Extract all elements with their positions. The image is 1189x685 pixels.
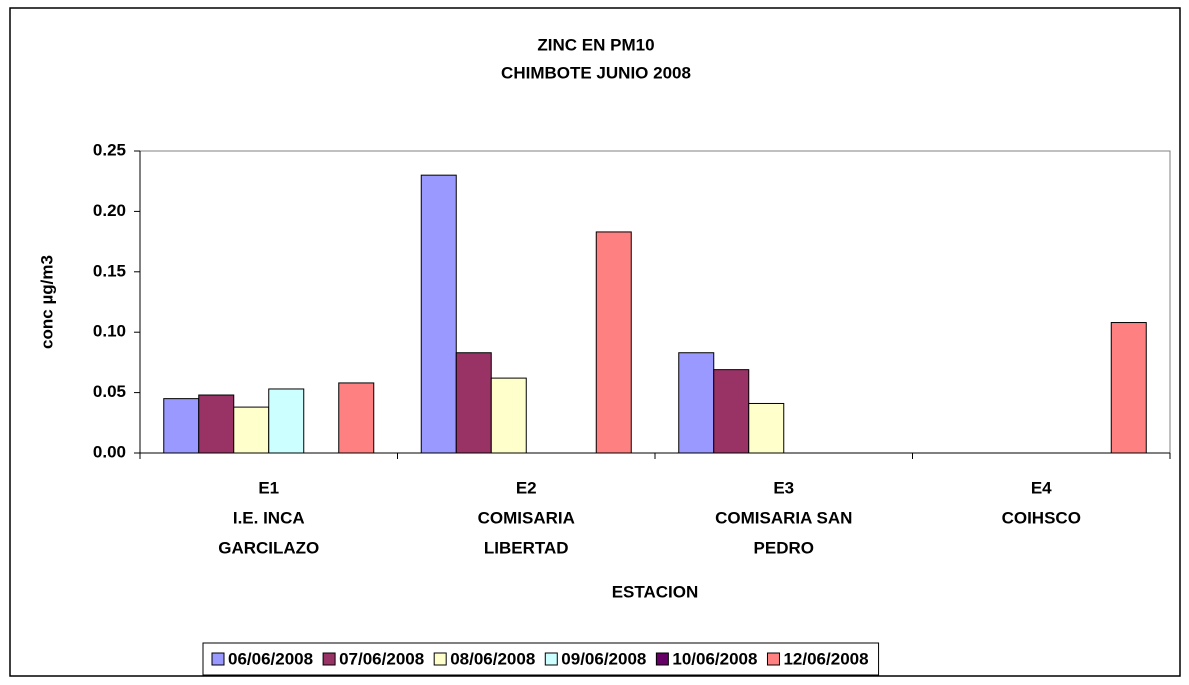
chart-title: CHIMBOTE JUNIO 2008: [501, 63, 691, 82]
legend-label: 12/06/2008: [783, 649, 868, 668]
legend-label: 08/06/2008: [450, 649, 535, 668]
y-tick-label: 0.05: [93, 382, 126, 401]
bar: [748, 402, 785, 454]
legend-label: 10/06/2008: [672, 649, 757, 668]
bar: [713, 369, 750, 454]
x-tick-label: E3: [773, 478, 794, 497]
legend-swatch: [211, 652, 225, 666]
bar: [595, 231, 632, 454]
bar: [1110, 322, 1147, 454]
x-tick-label: GARCILAZO: [218, 538, 319, 557]
legend-box: [202, 642, 880, 676]
y-tick-label: 0.15: [93, 261, 126, 280]
y-tick-label: 0.25: [93, 140, 126, 159]
bar: [420, 174, 457, 454]
plot-area: [139, 150, 1171, 454]
x-tick-label: COIHSCO: [1002, 508, 1081, 527]
bar: [678, 352, 715, 454]
y-axis-label: conc µg/m3: [37, 255, 56, 349]
legend-swatch: [655, 652, 669, 666]
legend-swatch: [433, 652, 447, 666]
y-tick-label: 0.10: [93, 322, 126, 341]
legend-swatch: [766, 652, 780, 666]
legend-label: 07/06/2008: [339, 649, 424, 668]
bar: [233, 406, 270, 454]
legend-swatch: [322, 652, 336, 666]
x-tick-label: E4: [1031, 478, 1052, 497]
y-tick-label: 0.20: [93, 201, 126, 220]
x-tick-label: COMISARIA: [478, 508, 575, 527]
x-tick-label: E1: [258, 478, 279, 497]
x-tick-label: PEDRO: [754, 538, 814, 557]
bar: [490, 377, 527, 454]
x-tick-label: I.E. INCA: [233, 508, 305, 527]
bar: [455, 352, 492, 454]
x-tick-label: LIBERTAD: [484, 538, 569, 557]
x-tick-label: E2: [516, 478, 537, 497]
bar: [198, 394, 235, 454]
legend-label: 09/06/2008: [561, 649, 646, 668]
chart-title: ZINC EN PM10: [537, 35, 654, 54]
x-tick-label: COMISARIA SAN: [715, 508, 852, 527]
bar: [268, 388, 305, 454]
x-axis-label: ESTACION: [612, 582, 699, 601]
y-tick-label: 0.00: [93, 442, 126, 461]
legend-swatch: [544, 652, 558, 666]
bar: [338, 382, 375, 454]
bar: [163, 398, 200, 454]
legend-label: 06/06/2008: [228, 649, 313, 668]
